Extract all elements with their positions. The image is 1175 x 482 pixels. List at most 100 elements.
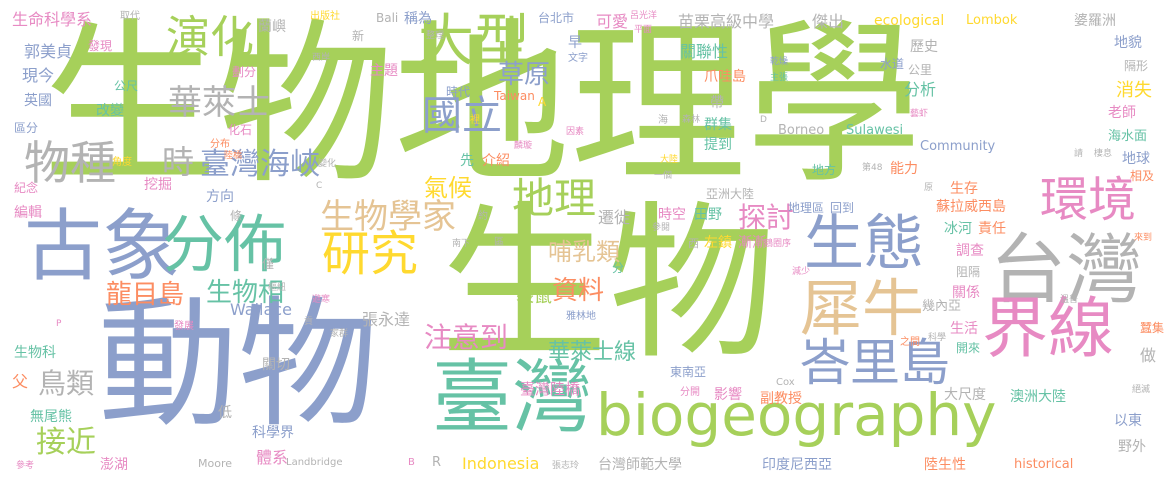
word-taiwan-haixia: 臺灣海峽 xyxy=(200,147,320,182)
word-shi: 時 xyxy=(162,143,195,181)
word-xian: 先 xyxy=(460,153,474,169)
word-fenbu: 分佈 xyxy=(162,208,287,281)
word-lanyu: 蘭嶼 xyxy=(258,19,286,35)
word-tianye: 田野 xyxy=(694,207,722,223)
word-bianhua: 變化 xyxy=(318,159,337,169)
word-daishu: 袋鼠 xyxy=(516,286,552,307)
word-shikong: 時空 xyxy=(658,207,686,223)
word-yidong: 以東 xyxy=(1114,413,1142,429)
word-hequanxu: 鶴圈序 xyxy=(764,239,792,249)
word-tidao: 提到 xyxy=(704,137,732,153)
word-qufen: 區分 xyxy=(14,121,39,135)
word-cankao: 參考 xyxy=(16,461,35,471)
word-kexuejie: 科學界 xyxy=(252,425,294,441)
word-senlin: 森林 xyxy=(682,115,701,125)
word-indonesia: Indonesia xyxy=(462,454,540,473)
word-historical: historical xyxy=(1014,457,1074,472)
word-hualaishixian: 華萊士線 xyxy=(548,340,637,365)
word-chengwei: 稱為 xyxy=(404,11,432,27)
word-di48: 第48 xyxy=(862,163,883,173)
word-lvguangyang: 呂光洋 xyxy=(630,11,658,21)
word-daxing: 大型 xyxy=(418,9,530,74)
word-zao: 早 xyxy=(568,35,582,51)
word-canyue: 參閱 xyxy=(652,223,671,233)
word-tiao: 條 xyxy=(230,209,243,223)
word-keai: 可愛 xyxy=(596,12,629,31)
word-huidao: 回到 xyxy=(830,201,855,215)
word-r: R xyxy=(432,455,442,470)
word-zhuti: 主題 xyxy=(370,63,398,79)
word-biogeography: biogeography xyxy=(596,381,997,449)
word-wenzi: 文字 xyxy=(568,53,588,64)
word-dongnanya: 東南亞 xyxy=(670,365,707,379)
word-d: D xyxy=(760,115,767,125)
word-binghe: 冰河 xyxy=(944,221,972,237)
word-taiwan-luqiao: 臺灣陸橋 xyxy=(520,380,581,398)
word-fen: 分 xyxy=(612,261,625,275)
word-zhengli: 整理 xyxy=(426,31,445,41)
word-chubanshe: 出版社 xyxy=(310,11,340,22)
word-haishuimian: 海水面 xyxy=(1108,129,1148,144)
word-zuozhen: 左鎮 xyxy=(704,235,732,251)
word-yazhou-dalu: 亞洲大陸 xyxy=(706,187,755,201)
word-yalindi: 雅林地 xyxy=(566,311,596,322)
word-shengwu-dilixue: 生物地理學 xyxy=(42,3,923,208)
word-landbridge: Landbridge xyxy=(286,457,343,468)
word-ecological: ecological xyxy=(874,13,945,29)
word-guanxi: 關係 xyxy=(952,285,980,301)
word-shengwu: 生物 xyxy=(440,186,776,382)
word-lushengxing: 陸生性 xyxy=(924,457,966,473)
word-community: Community xyxy=(920,139,996,154)
word-xi: 西 xyxy=(688,237,699,250)
word-zhuawadao: 爪哇島 xyxy=(704,69,746,85)
word-diqiu: 地球 xyxy=(1122,151,1150,167)
word-gexing: 隔形 xyxy=(1124,59,1149,73)
word-fujiaoshou: 副教授 xyxy=(760,391,802,407)
word-yixia: 藝虾 xyxy=(910,109,929,119)
word-gong: 貢 xyxy=(304,317,314,327)
word-wuzhong: 物種 xyxy=(24,136,116,190)
word-yewai: 野外 xyxy=(1118,439,1146,455)
word-huashi: 化石 xyxy=(228,123,253,137)
word-yinsu: 因素 xyxy=(566,127,585,137)
word-dongwu: 動物 xyxy=(98,284,379,447)
word-borneo: Borneo xyxy=(778,123,825,138)
word-dachidu: 大尺度 xyxy=(944,387,986,403)
word-fenkai: 分開 xyxy=(680,387,700,398)
word-zhangyongda: 張永達 xyxy=(362,310,411,329)
word-a: A xyxy=(538,95,547,109)
word-burulei: 哺乳類 xyxy=(548,238,620,266)
word-yingxiang: 影響 xyxy=(714,387,742,403)
word-laidao: 來到 xyxy=(1134,233,1153,243)
word-longmudao: 龍目島 xyxy=(106,280,185,310)
word-jianjian: 漸漸 xyxy=(738,235,766,251)
word-ziliao: 資料 xyxy=(552,276,605,306)
word-cox: Cox xyxy=(776,377,795,388)
word-shengtai: 生態 xyxy=(804,209,924,279)
word-bianji: 編輯 xyxy=(14,205,42,221)
word-fenxi: 分析 xyxy=(904,80,937,99)
word-pingmian: 平面 xyxy=(634,25,653,35)
word-zhangzhiling: 張志玲 xyxy=(552,461,580,471)
word-yanjiu: 研究 xyxy=(322,226,419,282)
word-diaocha: 調查 xyxy=(956,243,984,259)
word-jiechu: 傑出 xyxy=(812,12,845,31)
word-qing: 請 xyxy=(1074,149,1084,159)
word-caoyuan: 草原 xyxy=(498,60,551,90)
word-taiwan-teal: 臺灣 xyxy=(432,351,592,444)
word-luqiao2: 陸橋 xyxy=(224,151,243,161)
word-dai: 帶 xyxy=(710,95,724,111)
word-gaibian: 改變 xyxy=(96,103,124,119)
word-huanjing: 環境 xyxy=(1040,172,1137,228)
word-yingguo: 英國 xyxy=(24,93,52,109)
word-yige: 一個 xyxy=(654,171,673,181)
word-hai: 海 xyxy=(658,115,668,126)
word-huafen: 劃分 xyxy=(232,65,257,79)
word-faxian: 發現 xyxy=(88,39,113,53)
word-miaoli: 苗栗高級中學 xyxy=(678,12,775,31)
word-xin: 新 xyxy=(352,29,365,43)
word-sulaweixidao: 蘇拉威西島 xyxy=(936,199,1006,215)
word-niaolei: 鳥類 xyxy=(38,367,95,400)
word-shengmingkexuexi: 生命科學系 xyxy=(12,10,93,29)
word-laoshi: 老師 xyxy=(1108,105,1136,121)
